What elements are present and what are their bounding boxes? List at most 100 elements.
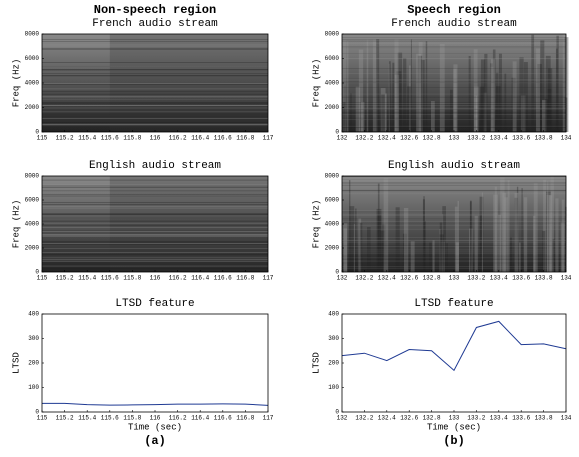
spectrogram-texture [420,59,425,132]
spectrogram-texture [500,177,505,272]
x-tick-label: 115.6 [101,135,119,142]
spectrogram-texture [402,233,408,272]
spectrogram-texture [564,37,569,133]
spectrogram-texture [523,197,528,272]
spectrogram-texture [439,228,441,272]
spectrogram-texture [355,208,357,272]
spectrogram-texture [389,61,391,132]
x-tick-label: 134 [561,275,572,282]
x-tick-label: 132.6 [400,275,418,282]
spectrogram-texture [507,180,510,272]
spectrogram-texture [396,71,402,132]
y-tick-label: 8000 [25,31,40,38]
y-tick-label: 0 [35,269,39,276]
spectrogram-texture [385,93,387,132]
spectrogram-texture [475,95,478,132]
y-tick-label: 6000 [25,55,40,62]
x-tick-label: 133.6 [512,415,530,422]
x-tick-label: 133 [449,135,460,142]
spectrogram-texture [479,196,484,272]
y-axis-label: Freq (Hz) [311,59,321,108]
spectrogram-texture [512,61,517,133]
chart-title: French audio stream [391,18,517,30]
x-tick-label: 115 [37,415,48,422]
spectrogram-texture [546,191,551,272]
y-tick-label: 400 [28,311,39,318]
spectrogram-texture [418,42,423,132]
chart-title: LTSD feature [115,298,194,310]
spectrogram-texture [359,222,363,272]
y-axis-label: LTSD [11,352,21,374]
x-tick-label: 117 [263,415,274,422]
spectrogram-texture [473,86,479,132]
spectrogram-texture [442,214,444,272]
spectrogram-texture [473,49,478,132]
spectrogram-texture [455,242,459,272]
spectrogram-texture [403,58,407,133]
chart-title: English audio stream [388,160,520,172]
y-tick-label: 2000 [325,104,340,111]
spectrogram-texture [382,240,388,272]
y-axis-label: Freq (Hz) [311,200,321,249]
spectrogram-texture [395,207,400,272]
spectrogram-texture [403,208,409,272]
spectrogram-texture [367,227,371,272]
x-tick-label: 132.8 [423,275,441,282]
x-tick-label: 133.2 [467,135,485,142]
spectrogram-texture [376,39,380,133]
y-tick-label: 6000 [325,197,340,204]
spectrogram-texture [521,188,523,272]
x-tick-label: 115.4 [78,415,96,422]
y-tick-label: 0 [335,269,339,276]
x-tick-label: 115 [37,275,48,282]
spectrogram-texture [410,241,415,272]
spectrogram-texture [453,68,457,132]
y-axis-label: LTSD [311,352,321,374]
y-tick-label: 100 [328,384,339,391]
x-tick-label: 132.4 [378,275,396,282]
x-tick-label: 132.8 [423,135,441,142]
spectrogram-texture [560,222,565,272]
spectrogram-texture [350,93,352,132]
x-tick-label: 116.4 [191,135,209,142]
spectrogram-texture [344,85,346,132]
y-tick-label: 4000 [25,221,40,228]
spectrogram-texture [380,230,385,272]
y-tick-label: 0 [335,129,339,136]
x-tick-label: 115.8 [123,415,141,422]
spectrogram-texture [382,224,386,272]
x-tick-label: 116.8 [236,415,254,422]
spectrogram-texture [355,86,360,132]
column-title: Speech region [407,3,501,17]
spectrogram-texture [542,100,547,132]
spectrogram-texture [516,186,519,272]
spectrogram-texture [376,208,382,272]
x-tick-label: 133 [449,275,460,282]
spectrogram-texture [552,239,555,272]
spectrogram-texture [531,34,535,132]
spectrogram-texture [514,197,519,272]
spectrogram-texture [483,92,487,132]
spectrogram-texture [537,63,542,132]
y-tick-label: 200 [328,360,339,367]
x-axis-label: Time (sec) [128,422,182,432]
x-tick-label: 116.6 [214,415,232,422]
x-tick-label: 115.6 [101,415,119,422]
spectrogram-texture [358,218,362,272]
y-tick-label: 2000 [25,245,40,252]
spectrogram-texture [523,62,528,132]
x-tick-label: 116.2 [169,275,187,282]
spectrogram-texture [449,89,453,132]
spectrogram-texture [555,48,558,132]
spectrogram-texture [377,183,380,272]
spectrogram-texture [494,186,497,272]
spectrogram-texture [457,200,460,272]
y-tick-label: 100 [28,384,39,391]
spectrogram-texture [536,48,540,132]
x-tick-label: 132.2 [355,275,373,282]
spectrogram-image [342,176,566,272]
y-tick-label: 0 [35,409,39,416]
y-tick-label: 4000 [25,80,40,87]
spectrogram-texture [372,39,378,133]
